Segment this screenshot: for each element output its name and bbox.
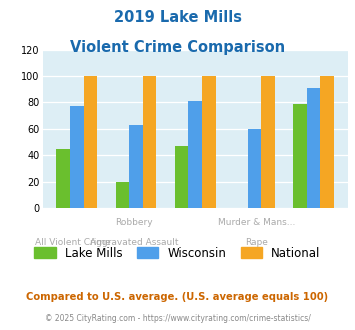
Bar [129, 125, 143, 208]
Bar [143, 76, 157, 208]
Text: Robbery: Robbery [115, 218, 153, 227]
Bar [261, 76, 275, 208]
Bar [307, 88, 321, 208]
Text: Aggravated Assault: Aggravated Assault [90, 238, 179, 247]
Text: Murder & Mans...: Murder & Mans... [218, 218, 295, 227]
Bar [175, 146, 189, 208]
Text: Rape: Rape [245, 238, 268, 247]
Legend: Lake Mills, Wisconsin, National: Lake Mills, Wisconsin, National [34, 247, 321, 260]
Text: Violent Crime Comparison: Violent Crime Comparison [70, 40, 285, 54]
Bar [202, 76, 216, 208]
Bar [116, 182, 129, 208]
Text: All Violent Crime: All Violent Crime [35, 238, 111, 247]
Bar [56, 148, 70, 208]
Bar [70, 106, 84, 208]
Text: Compared to U.S. average. (U.S. average equals 100): Compared to U.S. average. (U.S. average … [26, 292, 329, 302]
Bar [189, 101, 202, 208]
Bar [248, 129, 261, 208]
Bar [84, 76, 97, 208]
Text: © 2025 CityRating.com - https://www.cityrating.com/crime-statistics/: © 2025 CityRating.com - https://www.city… [45, 314, 310, 323]
Bar [293, 104, 307, 208]
Bar [321, 76, 334, 208]
Text: 2019 Lake Mills: 2019 Lake Mills [114, 10, 241, 25]
